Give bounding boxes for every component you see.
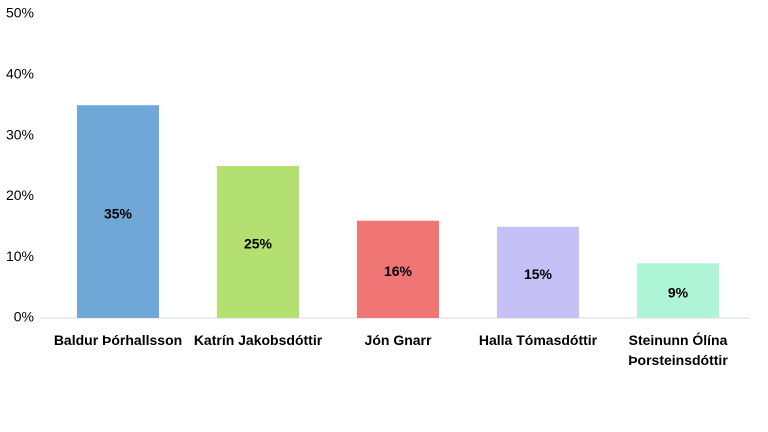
bar — [497, 226, 579, 318]
bar — [637, 263, 719, 318]
y-tick-label: 50% — [6, 5, 34, 21]
x-tick-label: Katrín Jakobsdóttir — [193, 332, 323, 348]
bar — [357, 220, 439, 318]
y-tick-label: 20% — [6, 187, 34, 203]
data-label: 35% — [104, 205, 133, 221]
x-tick-label: Halla Tómasdóttir — [478, 332, 598, 348]
x-tick-label: Steinunn Ólína Þorsteinsdóttir — [628, 332, 728, 368]
x-tick-label: Baldur Þórhallsson — [53, 332, 183, 348]
y-tick-label: 0% — [14, 309, 34, 325]
data-label: 25% — [244, 236, 273, 252]
y-tick-label: 30% — [6, 126, 34, 142]
data-label: 15% — [524, 266, 553, 282]
y-tick-label: 40% — [6, 66, 34, 82]
data-label: 16% — [384, 263, 413, 279]
data-label: 9% — [668, 284, 689, 300]
x-tick-label: Jón Gnarr — [364, 332, 432, 348]
bar — [77, 105, 159, 318]
y-tick-label: 10% — [6, 248, 34, 264]
bar — [217, 166, 299, 318]
